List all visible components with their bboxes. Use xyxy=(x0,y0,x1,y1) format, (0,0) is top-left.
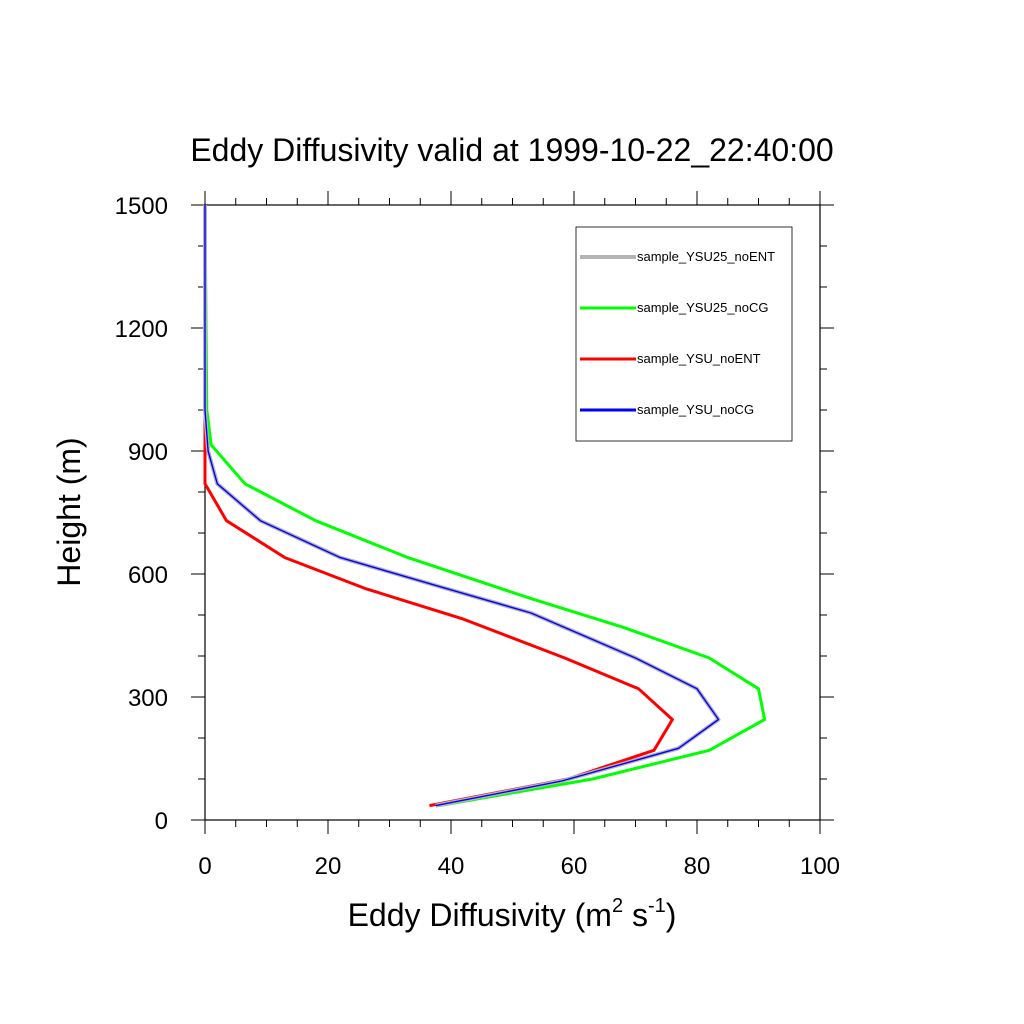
y-axis-title: Height (m) xyxy=(51,437,87,586)
legend: sample_YSU25_noENT sample_YSU25_noCGsampl… xyxy=(575,226,793,442)
y-tick-label: 1500 xyxy=(115,193,168,220)
x-tick-label: 0 xyxy=(198,853,211,880)
legend-label: sample_YSU_noENT xyxy=(637,351,761,366)
x-axis-title-end: ) xyxy=(666,897,677,933)
y-tick-label: 300 xyxy=(128,685,168,712)
legend-box xyxy=(575,226,793,442)
legend-label: sample_YSU25_noENT xyxy=(637,249,775,264)
series-line-sample_YSU_noENT xyxy=(203,205,674,808)
legend-label: sample_YSU_noCG xyxy=(637,402,754,417)
chart-title: Eddy Diffusivity valid at 1999-10-22_22:… xyxy=(190,132,833,168)
x-tick-label: 40 xyxy=(438,853,465,880)
x-axis-title-mid: s xyxy=(623,897,648,933)
x-tick-label: 100 xyxy=(800,853,840,880)
series-lines xyxy=(203,204,767,808)
series-line-sample_YSU_noCG xyxy=(204,205,720,807)
y-tick-label: 0 xyxy=(155,808,168,835)
x-axis-title-sup2: -1 xyxy=(648,895,666,917)
legend-label: sample_YSU25_noCG xyxy=(637,300,769,315)
x-axis-title-sup1: 2 xyxy=(612,895,623,917)
x-tick-label: 60 xyxy=(561,853,588,880)
y-tick-label: 600 xyxy=(128,562,168,589)
axis-ticks xyxy=(191,191,834,834)
y-tick-label: 900 xyxy=(128,439,168,466)
legend-entries: sample_YSU25_noENT sample_YSU25_noCGsampl… xyxy=(580,249,775,417)
y-tick-label: 1200 xyxy=(115,316,168,343)
x-tick-label: 80 xyxy=(684,853,711,880)
x-tick-label: 20 xyxy=(315,853,342,880)
x-axis-title-base: Eddy Diffusivity (m xyxy=(348,897,612,933)
axis-tick-labels: 0 20 40 60 80 100 0 300 600 900 1200 1500 xyxy=(115,193,840,880)
series-line-sample_YSU25_noCG xyxy=(203,204,767,808)
x-axis-title: Eddy Diffusivity (m2 s-1) xyxy=(348,895,677,933)
